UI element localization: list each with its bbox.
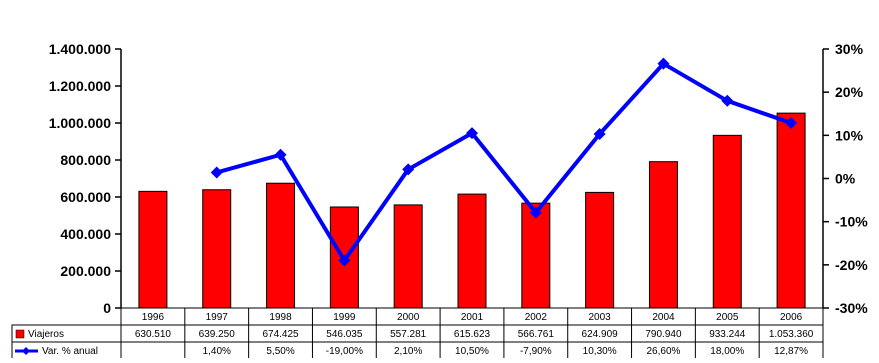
bar-viajeros: [202, 189, 232, 309]
bar-viajeros: [712, 134, 742, 309]
right-axis-tick-label: -20%: [835, 257, 868, 273]
table-cell-value: 639.250: [199, 329, 236, 340]
right-axis-tick-label: -10%: [835, 214, 868, 230]
bar-viajeros: [585, 191, 615, 309]
left-axis-tick-label: 800.000: [60, 152, 111, 168]
category-label: 1999: [333, 312, 356, 323]
left-axis-tick-label: 400.000: [60, 226, 111, 242]
bar-viajeros: [776, 112, 806, 309]
legend-label: Viajeros: [28, 329, 64, 340]
left-axis-tick-label: 600.000: [60, 189, 111, 205]
bar-viajeros: [521, 202, 551, 309]
category-label: 1998: [269, 312, 292, 323]
table-cell-value: 1.053.360: [769, 329, 814, 340]
table-cell-value: 546.035: [326, 329, 363, 340]
point-var-anual: [657, 57, 670, 70]
category-label: 2005: [716, 312, 739, 323]
table-cell-value: -19,00%: [326, 346, 363, 357]
table-cell-value: 12,87%: [774, 346, 808, 357]
point-var-anual: [721, 94, 734, 107]
right-axis-tick-label: 20%: [835, 84, 864, 100]
left-axis-tick-label: 1.400.000: [49, 41, 111, 57]
legend-label: Var. % anual: [42, 346, 98, 357]
category-label: 2000: [397, 312, 420, 323]
right-axis-tick-label: -30%: [835, 300, 868, 316]
table-cell-value: 557.281: [390, 329, 427, 340]
table-cell-value: 26,60%: [646, 346, 680, 357]
category-label: 2003: [589, 312, 612, 323]
right-axis-tick-label: 0%: [835, 171, 856, 187]
category-label: 1997: [206, 312, 229, 323]
bar-viajeros: [266, 182, 296, 309]
bar-viajeros: [648, 161, 678, 309]
table-cell-value: 624.909: [582, 329, 619, 340]
right-axis-tick-label: 10%: [835, 127, 864, 143]
table-cell-value: 10,50%: [455, 346, 489, 357]
point-var-anual: [785, 116, 798, 129]
point-var-anual: [593, 128, 606, 141]
left-axis-tick-label: 200.000: [60, 263, 111, 279]
bar-viajeros: [393, 204, 423, 309]
legend-marker-var: [22, 347, 30, 355]
point-var-anual: [338, 254, 351, 267]
point-var-anual: [402, 163, 415, 176]
table-cell-value: 933.244: [709, 329, 746, 340]
table-cell-value: 5,50%: [266, 346, 294, 357]
right-axis-tick-label: 30%: [835, 41, 864, 57]
table-cell-value: 790.940: [645, 329, 682, 340]
table-cell-value: 674.425: [262, 329, 299, 340]
left-axis-tick-label: 1.000.000: [49, 115, 111, 131]
table-cell-value: 630.510: [135, 329, 172, 340]
bar-viajeros: [457, 193, 487, 309]
left-axis-tick-label: 0: [103, 300, 111, 316]
point-var-anual: [274, 148, 287, 161]
table-cell-value: -7,90%: [520, 346, 552, 357]
legend-swatch-viajeros: [15, 329, 25, 339]
left-axis-tick-label: 1.200.000: [49, 78, 111, 94]
point-var-anual: [466, 127, 478, 140]
point-var-anual: [210, 166, 223, 179]
category-label: 2004: [652, 312, 675, 323]
table-cell-value: 10,30%: [583, 346, 617, 357]
category-label: 2006: [780, 312, 803, 323]
table-cell-value: 18,00%: [710, 346, 744, 357]
category-label: 1996: [142, 312, 165, 323]
category-label: 2001: [461, 312, 484, 323]
point-var-anual: [529, 206, 542, 219]
line-var-anual: [216, 61, 792, 263]
table-cell-value: 615.623: [454, 329, 491, 340]
category-label: 2002: [525, 312, 548, 323]
bar-viajeros: [138, 190, 168, 309]
table-cell-value: 2,10%: [394, 346, 422, 357]
table-cell-value: 1,40%: [203, 346, 231, 357]
table-cell-value: 566.761: [518, 329, 555, 340]
